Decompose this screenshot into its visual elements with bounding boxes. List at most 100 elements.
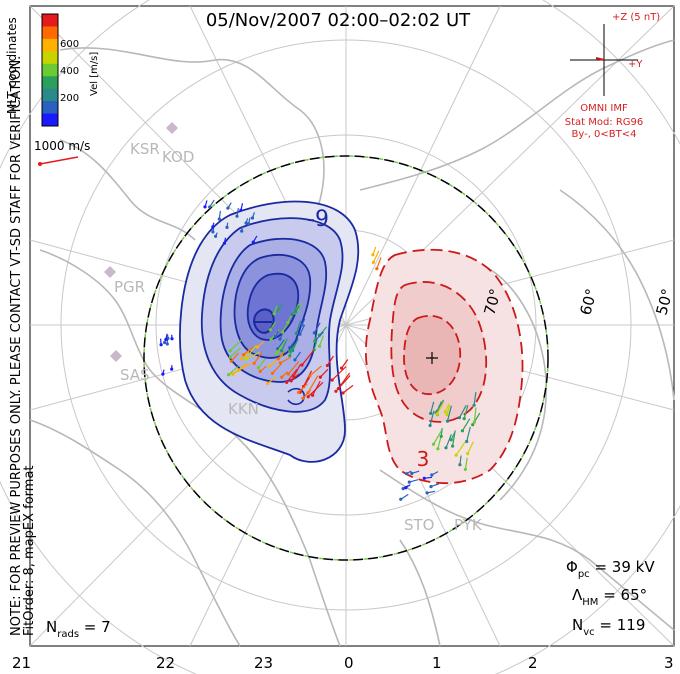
vector-origin [317,344,322,348]
radar-label-sto: STO [404,516,435,534]
velocity-vector [446,405,451,415]
coastline-west [29,419,241,647]
vector-origin [269,337,273,342]
vector-origin [443,410,447,414]
stat-lambda: ΛHM = 65° [572,586,647,608]
vector-origin [325,363,329,368]
velocity-vector [253,352,263,364]
velocity-vector [307,381,324,398]
mlt-label-1: 1 [432,654,442,672]
colorbar-cells [42,14,58,127]
velocity-vector [430,401,435,414]
vector-origin [472,420,476,424]
positive-potential-cell [364,248,524,485]
velocity-vector [319,368,329,378]
vector-origin [436,447,440,451]
velocity-vector [436,401,445,414]
imf-dial: +Z (5 nT) +Y OMNI IMF Stat Mod: RG96 By-… [565,12,661,140]
nrads-stat: Nrads = 7 [46,618,111,640]
vector-origin [161,372,165,376]
vector-origin [405,472,409,476]
velocity-vector [473,407,477,423]
vector-origin [164,337,168,342]
vector-origin [294,331,298,335]
vector-origin [231,372,235,376]
vector-origin [341,391,345,395]
velocity-vectors [159,199,481,501]
radar-site-marker [104,266,116,278]
velocity-vector [376,257,382,269]
hm-boundary [143,155,549,561]
vector-origin [203,205,207,209]
radar-label-kkn: KKN [228,400,259,418]
vector-origin [240,229,244,233]
velocity-vector [229,347,241,358]
velocity-vector [455,441,466,456]
colorbar-cell [42,88,58,102]
mlt-label-21: 21 [12,654,31,672]
imf-plus-y-label: +Y [628,59,643,70]
vector-origin [298,332,302,336]
velocity-vector [281,338,288,351]
map-title: 05/Nov/2007 02:00–02:02 UT [206,10,471,31]
vector-origin [170,337,174,341]
vector-origin [244,357,248,361]
vector-origin [278,361,283,365]
vector-origin [425,491,429,495]
velocity-vector [313,322,321,334]
velocity-vector [307,375,319,394]
velocity-vector [245,345,257,359]
vector-origin [306,391,310,395]
mlt-label-0: 0 [344,654,354,672]
radar-label-pyk: PYK [454,516,483,534]
vector-origin [235,214,239,218]
nvc-stat: Nvc = 119 [572,616,645,638]
hm-lat-stat: ΛHM = 65° [572,586,647,608]
imf-vector [595,57,605,61]
coastline-canada [59,139,196,241]
vector-origin [222,241,226,245]
vector-origin [308,374,312,378]
vector-origin [273,334,278,338]
colorbar-frame [41,13,59,127]
vector-origin [226,206,230,210]
velocity-vector [301,349,315,366]
velocity-vector [331,366,347,381]
vector-origin [290,312,294,316]
velocity-vector [458,405,467,418]
colorbar-tick-200: 200 [60,93,79,104]
stat-nrads: Nrads = 7 [46,618,111,640]
vector-origin [429,411,433,415]
velocity-vector [290,373,300,382]
vector-origin [278,337,282,341]
velocity-vector [229,339,243,352]
vector-origin [239,208,243,212]
vector-origin [311,393,315,397]
velocity-vector [245,351,260,360]
colorbar-cell [42,113,58,127]
vector-origin [258,369,262,373]
vector-origin [318,375,322,379]
vector-origin [288,349,292,353]
colorbar-tick-600: 600 [60,39,79,50]
vector-origin [211,225,215,229]
vector-origin [265,381,270,386]
side-note-line2: FitOrder: 8, mapEX format [22,465,37,636]
vector-origin [449,438,453,442]
vector-origin [286,372,290,376]
velocity-vector [429,410,435,426]
side-note-line1: NOTE: FOR PREVIEW PURPOSES ONLY. PLEASE … [9,56,24,636]
velocity-vector [295,320,302,334]
velocity-vector [243,346,254,356]
velocity-vector [293,364,301,377]
vector-origin [211,230,215,234]
vector-origin [272,312,276,316]
coastline-siberia [359,39,675,191]
imf-plus-z-label: +Z (5 nT) [612,12,660,23]
vector-origin [163,340,167,345]
velocity-vector [432,429,443,445]
vector-origin [244,221,248,225]
vector-origin [289,379,293,383]
vector-origin [276,357,280,361]
vector-origin [330,378,334,382]
